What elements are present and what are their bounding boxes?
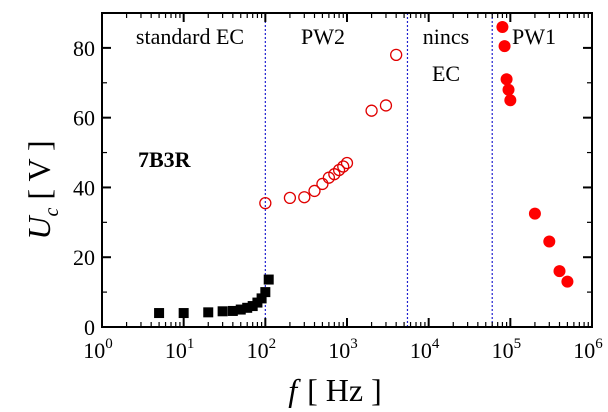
- region-label-pw1: PW1: [512, 24, 556, 49]
- data-point-filled-circle: [504, 94, 517, 107]
- data-point-open-circle: [332, 163, 346, 177]
- y-tick-label: 20: [73, 245, 95, 270]
- data-point-square: [235, 304, 246, 315]
- data-point-open-circle: [298, 191, 311, 204]
- data-point-filled-circle: [502, 83, 515, 96]
- data-point-open-circle: [259, 196, 272, 210]
- data-point-square: [263, 274, 274, 285]
- data-point-open-circle: [337, 160, 350, 173]
- data-point-filled-circle: [528, 207, 541, 220]
- x-tick-label: 104: [410, 336, 440, 363]
- data-point-square: [178, 308, 189, 319]
- data-point-square: [154, 308, 165, 319]
- data-point-filled-circle: [498, 40, 511, 53]
- y-axis-subscript: c: [41, 208, 63, 217]
- axis-ticks: 100 101 102 103 104 105 106 0 20 40 60 80: [73, 13, 603, 363]
- data-point-square: [260, 287, 271, 298]
- region-label-standard-ec: standard EC: [136, 24, 244, 49]
- region-label-pw2: PW2: [301, 24, 345, 49]
- data-point-filled-circle: [543, 235, 556, 248]
- data-point-filled-circle: [496, 20, 509, 33]
- data-point-open-circle: [379, 99, 393, 112]
- y-axis-unit: [ V ]: [21, 140, 57, 199]
- x-axis-variable: f: [288, 372, 301, 408]
- data-point-square: [203, 307, 214, 318]
- x-tick-label: 106: [573, 336, 603, 363]
- region-label-ec: EC: [432, 61, 460, 86]
- y-axis-label: Uc [ V ]: [21, 140, 63, 239]
- region-label-nincs: nincs: [423, 24, 469, 49]
- data-point-open-circle: [390, 48, 403, 62]
- data-point-open-circle: [308, 184, 321, 198]
- data-point-square: [256, 293, 267, 304]
- data-point-filled-circle: [553, 265, 566, 278]
- y-tick-label: 40: [73, 175, 95, 200]
- data-point-square: [242, 302, 253, 313]
- x-tick-label: 105: [492, 336, 522, 363]
- data-point-square: [217, 306, 228, 317]
- data-series: [154, 20, 574, 319]
- data-point-filled-circle: [561, 275, 574, 288]
- data-point-square: [227, 305, 238, 316]
- x-axis-label: f[ Hz ]: [288, 372, 382, 408]
- x-tick-label: 100: [83, 336, 113, 363]
- y-tick-label: 60: [73, 106, 95, 131]
- data-point-open-circle: [340, 156, 354, 170]
- data-point-filled-circle: [500, 73, 513, 86]
- x-tick-label: 102: [247, 336, 277, 363]
- y-axis-variable: U: [21, 215, 57, 240]
- data-point-open-circle: [316, 177, 329, 191]
- data-point-open-circle: [283, 191, 297, 205]
- x-axis-unit: [ Hz ]: [307, 372, 382, 408]
- y-tick-label: 80: [73, 36, 95, 61]
- x-tick-label: 103: [328, 336, 358, 363]
- data-point-open-circle: [365, 104, 378, 117]
- x-tick-label: 101: [165, 336, 195, 363]
- sample-label: 7B3R: [138, 147, 192, 172]
- y-tick-label: 0: [84, 315, 95, 340]
